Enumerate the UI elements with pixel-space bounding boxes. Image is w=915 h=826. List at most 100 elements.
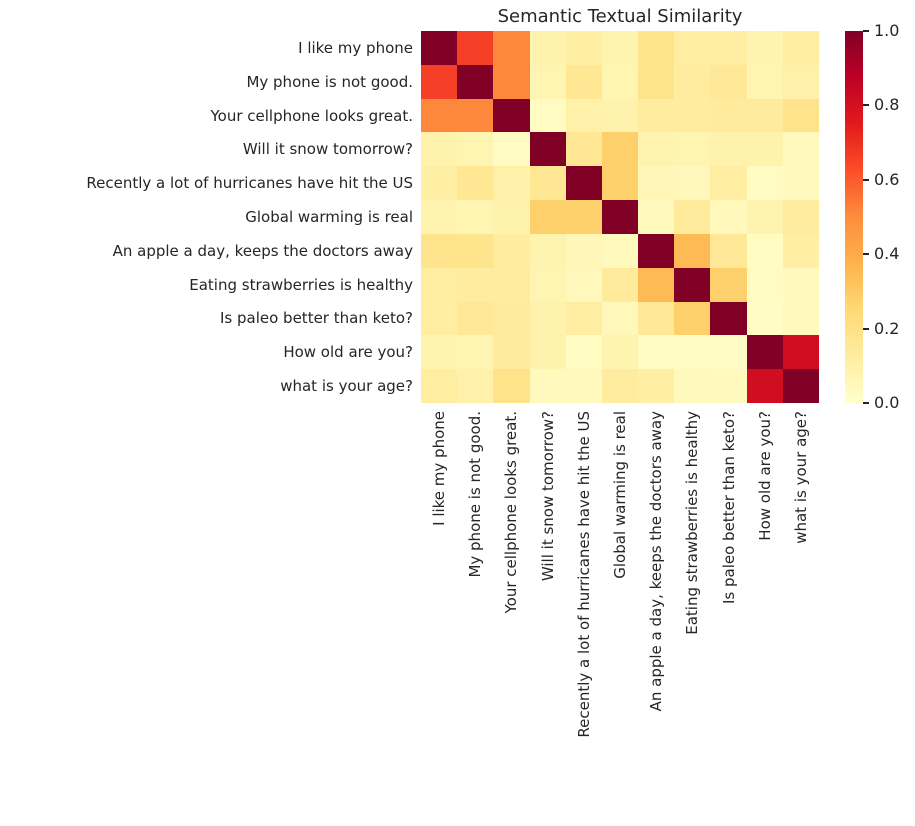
heatmap-cell: [529, 64, 566, 99]
heatmap-cell: [529, 369, 566, 403]
heatmap-cell: [638, 166, 675, 201]
heatmap-cell: [421, 369, 458, 403]
heatmap-cell: [565, 200, 602, 234]
heatmap-cell: [782, 31, 819, 65]
heatmap-cell: [601, 132, 639, 167]
heatmap-cell: [746, 335, 783, 370]
heatmap-cell: [782, 335, 819, 370]
heatmap-cell: [674, 98, 711, 133]
heatmap-cell: [421, 335, 458, 370]
heatmap-cell: [638, 233, 675, 268]
heatmap-cell: [493, 301, 530, 336]
heatmap-cell: [674, 233, 711, 268]
heatmap-cell: [565, 369, 602, 403]
y-axis-label: what is your age?: [280, 377, 413, 396]
y-axis-label: Is paleo better than keto?: [220, 309, 413, 328]
heatmap-cell: [638, 301, 675, 336]
heatmap-cell: [782, 301, 819, 336]
heatmap-cell: [457, 166, 494, 201]
chart-title: Semantic Textual Similarity: [497, 6, 743, 27]
y-axis-label: Your cellphone looks great.: [210, 106, 413, 125]
heatmap-cell: [421, 98, 458, 133]
heatmap-cell: [457, 200, 494, 234]
y-axis-label: My phone is not good.: [246, 72, 413, 91]
heatmap-cell: [782, 369, 819, 403]
x-axis-label: Your cellphone looks great.: [502, 411, 521, 614]
heatmap-cell: [493, 233, 530, 268]
heatmap-cell: [493, 200, 530, 234]
colorbar-gradient: [845, 31, 863, 403]
heatmap-cell: [674, 267, 711, 302]
heatmap-cell: [782, 267, 819, 302]
heatmap-cell: [601, 369, 639, 403]
y-axis-label: How old are you?: [283, 343, 413, 362]
heatmap-cell: [746, 233, 783, 268]
heatmap-cell: [746, 166, 783, 201]
heatmap-cell: [421, 132, 458, 167]
heatmap-cell: [601, 233, 639, 268]
colorbar-tick: [863, 104, 869, 107]
heatmap-cell: [638, 200, 675, 234]
heatmap-cell: [782, 166, 819, 201]
heatmap-cell: [565, 335, 602, 370]
heatmap-cell: [638, 64, 675, 99]
heatmap-cell: [421, 233, 458, 268]
heatmap-cell: [457, 64, 494, 99]
heatmap-cell: [457, 233, 494, 268]
heatmap-cell: [421, 64, 458, 99]
heatmap-cell: [710, 64, 747, 99]
heatmap-cell: [565, 301, 602, 336]
heatmap-cell: [782, 200, 819, 234]
colorbar-tick-label: 0.4: [874, 244, 900, 264]
heatmap-grid: [421, 31, 819, 403]
colorbar-tick-label: 0.0: [874, 393, 900, 412]
colorbar-tick: [863, 178, 869, 181]
y-axis-label: Global warming is real: [245, 208, 413, 226]
heatmap-cell: [638, 267, 675, 302]
heatmap-cell: [565, 166, 602, 201]
heatmap-cell: [710, 301, 747, 336]
heatmap-cell: [674, 301, 711, 336]
heatmap-cell: [601, 64, 639, 99]
heatmap-cell: [493, 369, 530, 403]
heatmap-cell: [674, 31, 711, 65]
heatmap-cell: [601, 98, 639, 133]
heatmap-cell: [457, 267, 494, 302]
x-axis-label: Global warming is real: [611, 411, 629, 579]
heatmap-cell: [782, 64, 819, 99]
colorbar-tick: [863, 327, 869, 330]
heatmap-cell: [710, 200, 747, 234]
colorbar-tick-label: 0.2: [874, 318, 900, 338]
heatmap-cell: [674, 369, 711, 403]
heatmap-cell: [710, 98, 747, 133]
y-axis-label: I like my phone: [298, 38, 413, 57]
heatmap-cell: [529, 166, 566, 201]
heatmap-cell: [457, 301, 494, 336]
heatmap-cell: [565, 31, 602, 65]
heatmap-cell: [674, 132, 711, 167]
heatmap-cell: [493, 166, 530, 201]
heatmap-cell: [565, 267, 602, 302]
heatmap-cell: [746, 301, 783, 336]
heatmap-cell: [493, 31, 530, 65]
heatmap-cell: [565, 233, 602, 268]
heatmap-cell: [493, 64, 530, 99]
heatmap-cell: [529, 233, 566, 268]
heatmap-cell: [746, 31, 783, 65]
heatmap-cell: [493, 98, 530, 133]
heatmap-cell: [746, 132, 783, 167]
heatmap-cell: [638, 335, 675, 370]
colorbar-tick: [863, 402, 869, 404]
heatmap-cell: [710, 335, 747, 370]
heatmap-cell: [529, 132, 566, 167]
heatmap-cell: [746, 200, 783, 234]
heatmap-cell: [493, 335, 530, 370]
x-axis-label: Eating strawberries is healthy: [683, 411, 702, 635]
heatmap-cell: [746, 98, 783, 133]
heatmap-cell: [601, 335, 639, 370]
colorbar-tick-label: 0.8: [874, 95, 900, 115]
heatmap-cell: [674, 335, 711, 370]
heatmap-cell: [710, 267, 747, 302]
heatmap-cell: [457, 369, 494, 403]
heatmap-cell: [529, 335, 566, 370]
